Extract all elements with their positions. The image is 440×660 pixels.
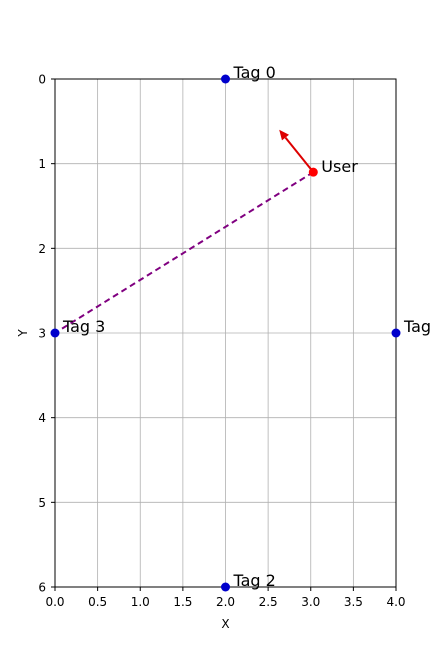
user-point — [308, 167, 318, 177]
data-points: Tag 0 Tag Tag 2 Tag 3 User — [50, 63, 431, 592]
tag-label: Tag 3 — [62, 317, 105, 336]
tag-label: Tag — [403, 317, 431, 336]
heading-arrow — [279, 129, 315, 173]
user-label: User — [321, 157, 358, 176]
y-tick-label: 6 — [38, 581, 46, 595]
tag-point — [391, 328, 401, 338]
y-tick-label: 4 — [38, 411, 46, 425]
x-tick-label: 0.5 — [88, 595, 107, 609]
heading-arrow-head — [279, 129, 289, 141]
tag-point — [221, 582, 230, 592]
user-to-tag3-link-line — [54, 171, 314, 334]
tag-point — [221, 74, 230, 84]
tag-point — [50, 328, 60, 338]
x-tick-label: 2.0 — [216, 595, 235, 609]
x-tick-label: 4.0 — [386, 595, 405, 609]
y-tick-labels: 0 1 2 3 4 5 6 — [38, 73, 46, 595]
x-axis-label: X — [221, 617, 229, 631]
y-tick-label: 1 — [38, 157, 46, 171]
tag-label: Tag 2 — [233, 571, 276, 590]
x-tick-label: 1.0 — [131, 595, 150, 609]
heading-arrow-shaft — [284, 136, 315, 173]
x-tick-label: 2.5 — [259, 595, 278, 609]
y-tick-label: 2 — [38, 242, 46, 256]
y-axis-label: Y — [16, 329, 30, 338]
y-tick-label: 5 — [38, 496, 46, 510]
x-tick-labels: 0.0 0.5 1.0 1.5 2.0 2.5 3.0 3.5 4.0 — [45, 595, 405, 609]
x-tick-label: 3.0 — [301, 595, 320, 609]
tag-label: Tag 0 — [233, 63, 276, 82]
x-tick-label: 0.0 — [45, 595, 64, 609]
y-tick-label: 3 — [38, 327, 46, 341]
x-tick-label: 3.5 — [344, 595, 363, 609]
y-tick-label: 0 — [38, 73, 46, 87]
x-tick-label: 1.5 — [173, 595, 192, 609]
